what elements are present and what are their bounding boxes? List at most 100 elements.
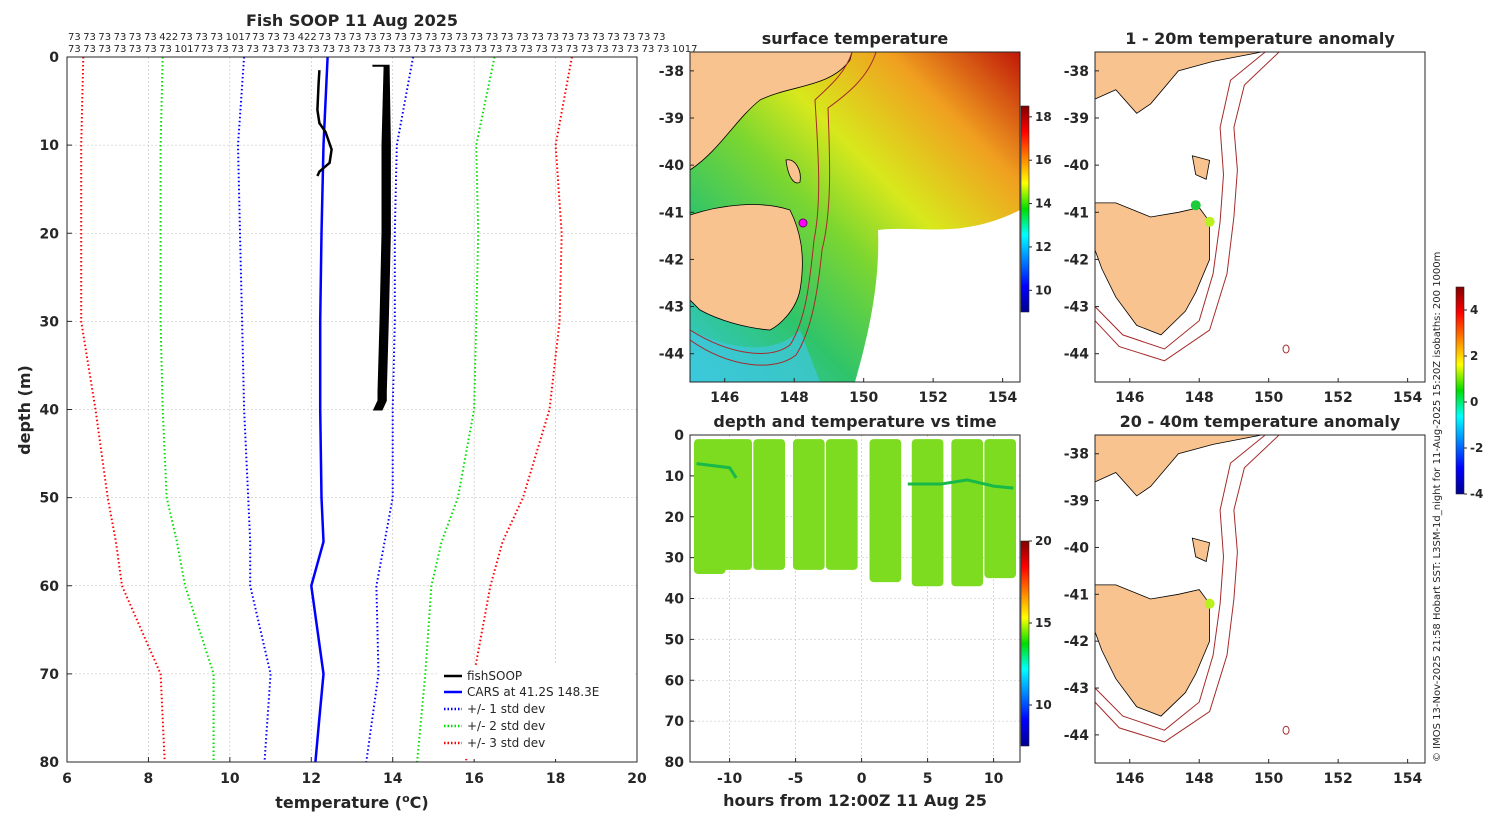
profile-toplabel: 1017: [174, 44, 199, 55]
anom2-xtick-label: 146: [1115, 771, 1144, 787]
profile-fishsoop-band: [372, 64, 391, 411]
anom2-ticks: 146 148 150 152 154 -38 -39 -40 -41 -42 -43 -44: [1064, 447, 1423, 787]
profile-toplabel: 1017: [226, 32, 251, 43]
profile-toplabel: 73: [201, 44, 214, 55]
sst-cb-label: 18: [1035, 110, 1052, 124]
profile-toplabel: 73: [550, 44, 563, 55]
profile-toplabel: 73: [98, 32, 111, 43]
time-ytick-label: 80: [665, 755, 685, 771]
anom1-tasmania: [1095, 202, 1210, 336]
profile-ytick-label: 40: [40, 403, 60, 419]
time-xtick-label: -5: [788, 771, 804, 787]
sst-ytick-label: -39: [659, 111, 684, 127]
time-xlabel: hours from 12:00Z 11 Aug 25: [723, 791, 987, 810]
profile-toplabel: 73: [531, 32, 544, 43]
anom1-anomaly-point: [1190, 200, 1201, 211]
profile-toplabel: 73: [653, 32, 666, 43]
profile-toplabel: 73: [338, 44, 351, 55]
profile-ytick-label: 80: [40, 755, 60, 771]
profile-toplabel: 73: [98, 44, 111, 55]
profile-top-labels: 73 73 73 73 73 73 422 73 73 73 1017 73 73 73 422 73 73 73…: [68, 32, 697, 55]
sst-cloud-mask: [855, 210, 1020, 382]
anom-cb-label: -2: [1470, 441, 1483, 455]
profile-toplabel: 73: [368, 44, 381, 55]
anom2-ytick-label: -42: [1064, 634, 1089, 650]
anom1-mainland: [1095, 52, 1262, 114]
profile-toplabel: 73: [626, 44, 639, 55]
time-cast-block: [825, 439, 858, 570]
profile-toplabel: 73: [520, 44, 533, 55]
profile-toplabel: 73: [622, 32, 635, 43]
profile-toplabel: 73: [364, 32, 377, 43]
profile-toplabel: 73: [307, 44, 320, 55]
profile-title: Fish SOOP 11 Aug 2025: [246, 11, 458, 30]
legend-1std: +/- 1 std dev: [467, 702, 545, 716]
anom2-frame: [1094, 434, 1426, 764]
profile-toplabel: 73: [292, 44, 305, 55]
profile-toplabel: 73: [210, 32, 223, 43]
profile-toplabel: 73: [68, 44, 81, 55]
anom2-map: [1095, 435, 1290, 743]
time-xtick-label: 5: [923, 771, 933, 787]
profile-toplabel: 73: [246, 44, 259, 55]
time-cast-block: [792, 439, 825, 570]
profile-toplabel: 73: [429, 44, 442, 55]
anom1-xtick-label: 148: [1185, 390, 1214, 406]
profile-ytick-label: 10: [40, 138, 60, 154]
anom2-ytick-label: -43: [1064, 681, 1089, 697]
profile-toplabel: 73: [114, 32, 127, 43]
profile-toplabel: 73: [267, 32, 280, 43]
profile-grid: [67, 57, 637, 762]
anom1-ytick-label: -40: [1064, 158, 1090, 174]
sst-frame: [689, 51, 1021, 383]
anom2-xtick-label: 152: [1324, 771, 1353, 787]
time-ytick-label: 30: [665, 551, 685, 567]
profile-std-line: [465, 56, 573, 763]
profile-toplabel: 73: [318, 32, 331, 43]
anom1-xtick-label: 152: [1324, 390, 1353, 406]
anom2-xtick-label: 154: [1393, 771, 1422, 787]
profile-toplabel: 73: [379, 32, 392, 43]
time-ytick-label: 50: [665, 632, 685, 648]
profile-panel: Fish SOOP 11 Aug 2025 73 73 73 73 73 73 422 73 7…: [15, 11, 697, 812]
anom1-xtick-label: 150: [1254, 390, 1283, 406]
time-cast-block: [869, 439, 902, 583]
profile-toplabel: 73: [144, 44, 157, 55]
profile-toplabel: 73: [334, 32, 347, 43]
profile-toplabel: 73: [129, 32, 142, 43]
time-colorbar-ticks: 10 15 20: [1029, 534, 1052, 712]
profile-toplabel: 73: [535, 44, 548, 55]
anom1-ytick-label: -42: [1064, 252, 1089, 268]
anom2-isobaths: [1095, 435, 1280, 743]
profile-xlabel: temperature (oC): [275, 792, 428, 812]
sst-ytick-label: -44: [659, 347, 685, 363]
anom2-ytick-label: -39: [1064, 494, 1089, 510]
profile-toplabel: 73: [180, 32, 193, 43]
profile-toplabel: 73: [322, 44, 335, 55]
anom2-tasmania: [1095, 584, 1210, 717]
profile-toplabel: 73: [83, 44, 96, 55]
time-ytick-label: 0: [674, 428, 684, 444]
sst-ticks: 146 148 150 152 154 -38 -39 -40 -41 -42 -43 -44: [659, 64, 1018, 406]
anom-cb-label: 4: [1470, 303, 1478, 317]
profile-toplabel: 73: [414, 44, 427, 55]
time-cast-block: [753, 439, 786, 570]
sst-cb-label: 14: [1035, 197, 1052, 211]
profile-toplabel: 73: [262, 44, 275, 55]
time-surface-track: [907, 478, 1014, 490]
anom1-frame: [1094, 51, 1426, 383]
profile-toplabel: 73: [470, 32, 483, 43]
profile-toplabel: 73: [144, 32, 157, 43]
anom1-isobaths: [1095, 52, 1280, 362]
profile-toplabel: 73: [383, 44, 396, 55]
anom2-flinders-island: [1191, 537, 1211, 563]
anom2-panel: 20 - 40m temperature anomaly 146 148 150 15…: [1064, 286, 1483, 787]
sst-panel: surface temperature 146 148 150 152 154 -38 -3…: [659, 29, 1052, 406]
profile-toplabel: 73: [195, 32, 208, 43]
profile-toplabel: 73: [611, 44, 624, 55]
profile-std-line: [80, 56, 166, 763]
legend-3std: +/- 3 std dev: [467, 736, 545, 750]
profile-toplabel: 73: [68, 32, 81, 43]
profile-std-line: [236, 56, 272, 763]
